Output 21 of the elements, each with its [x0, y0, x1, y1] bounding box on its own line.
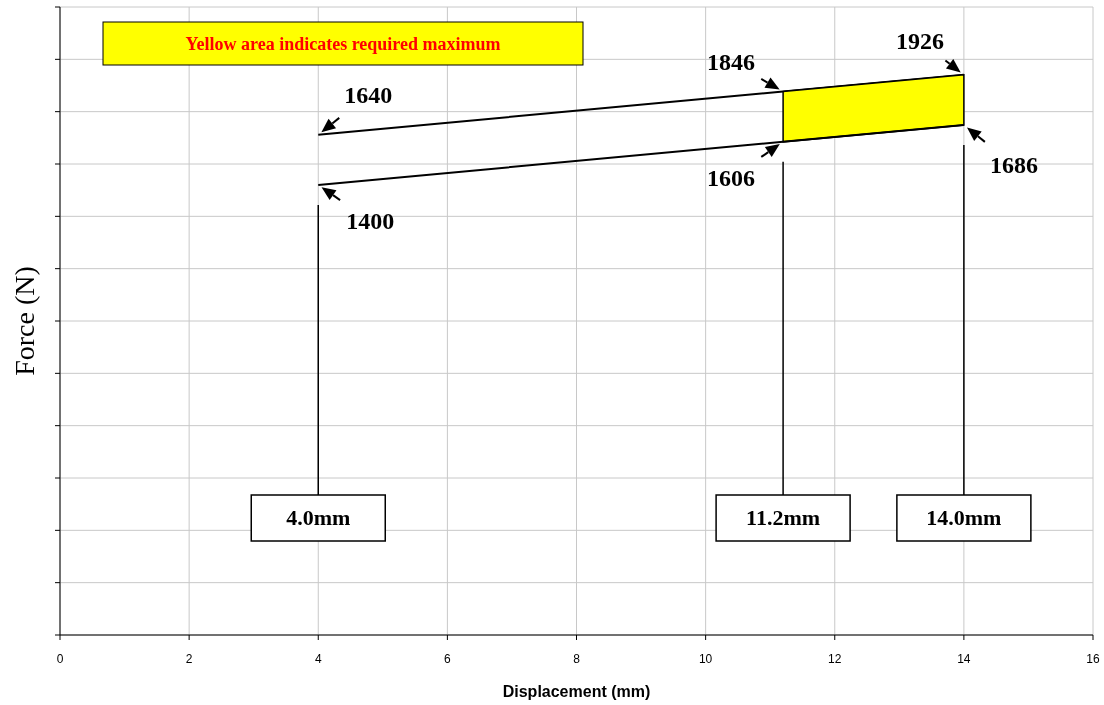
data-label: 1686 — [989, 152, 1038, 179]
ref-line-label: 11.2mm — [746, 505, 821, 530]
data-label: 1846 — [707, 48, 756, 75]
x-tick-label: 12 — [828, 652, 842, 666]
x-tick-label: 2 — [185, 652, 193, 666]
ref-line-label: 4.0mm — [286, 505, 351, 530]
x-tick-label: 14 — [957, 652, 971, 666]
x-tick-label: 6 — [444, 652, 452, 666]
x-tick-label: 4 — [314, 652, 322, 666]
data-label: 1606 — [707, 164, 756, 191]
annotation: Yellow area indicates required maximum — [185, 34, 501, 54]
x-tick-label: 16 — [1086, 652, 1100, 666]
ref-line-label: 14.0mm — [926, 505, 1002, 530]
x-tick-label: 0 — [56, 652, 64, 666]
data-label: 1400 — [346, 207, 395, 234]
y-axis-title: Force (N) — [9, 266, 40, 376]
x-tick-label: 10 — [698, 652, 713, 666]
x-axis-title: Displacement (mm) — [502, 683, 651, 700]
data-label: 1926 — [895, 27, 944, 54]
x-tick-label: 8 — [573, 652, 581, 666]
data-label: 1640 — [344, 81, 393, 108]
